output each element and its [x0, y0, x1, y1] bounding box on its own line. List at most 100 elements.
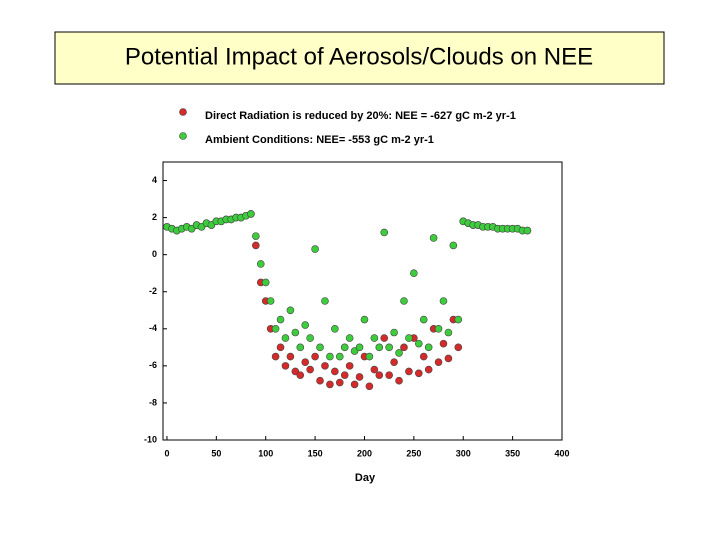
point — [276, 343, 285, 352]
point — [405, 367, 413, 376]
point — [370, 334, 379, 342]
point — [390, 358, 398, 366]
x-tick-label: 350 — [505, 448, 520, 458]
point — [271, 352, 280, 361]
point — [247, 210, 255, 218]
point — [271, 324, 280, 333]
point — [385, 371, 393, 379]
point — [286, 352, 295, 361]
point — [375, 343, 384, 352]
x-tick-label: 100 — [258, 448, 273, 458]
x-tick-label: 200 — [357, 448, 372, 458]
x-tick-label: 150 — [308, 448, 323, 458]
slide-title: Potential Impact of Aerosols/Clouds on N… — [125, 43, 593, 70]
point — [454, 343, 463, 352]
point — [449, 241, 458, 250]
point — [326, 352, 334, 361]
point — [301, 358, 310, 366]
point — [286, 306, 295, 315]
point — [434, 358, 443, 366]
point — [316, 376, 324, 385]
point — [434, 324, 443, 333]
point — [311, 352, 319, 361]
y-tick-label: -10 — [144, 434, 157, 444]
y-tick-label: -6 — [149, 360, 157, 370]
point — [252, 232, 260, 240]
point — [375, 371, 384, 379]
point — [395, 349, 403, 357]
point — [395, 376, 403, 385]
point — [256, 260, 265, 268]
point — [429, 234, 438, 242]
point — [400, 297, 408, 305]
point — [370, 365, 379, 374]
point — [385, 343, 393, 352]
x-axis-label: Day — [355, 472, 376, 484]
point — [281, 362, 290, 370]
y-tick-label: -8 — [149, 397, 157, 407]
point — [390, 328, 398, 337]
x-tick-label: 300 — [456, 448, 471, 458]
legend-label: Ambient Conditions: NEE= -553 gC m-2 yr-… — [205, 134, 434, 146]
point — [439, 297, 448, 305]
point — [335, 378, 344, 387]
point — [365, 352, 374, 361]
point — [331, 367, 339, 376]
point — [301, 321, 310, 329]
point — [340, 343, 349, 352]
y-tick-label: 2 — [152, 212, 157, 222]
y-tick-label: -4 — [149, 323, 157, 333]
point — [424, 365, 433, 374]
title-box — [54, 31, 665, 85]
point — [296, 343, 305, 352]
point — [350, 380, 359, 389]
point — [424, 343, 433, 352]
point — [261, 278, 270, 287]
point — [360, 315, 369, 324]
point — [316, 343, 324, 352]
point — [400, 343, 408, 352]
point — [419, 352, 428, 361]
legend-marker — [179, 132, 187, 140]
legend-marker — [179, 108, 187, 116]
point — [321, 297, 329, 305]
point — [523, 226, 532, 235]
y-tick-label: 4 — [152, 175, 157, 185]
point — [311, 245, 319, 253]
point — [281, 334, 290, 342]
point — [454, 315, 463, 324]
point — [355, 373, 364, 381]
point — [345, 334, 354, 342]
point — [335, 352, 344, 361]
y-tick-label: 0 — [152, 249, 157, 259]
point — [321, 362, 329, 370]
point — [439, 339, 448, 348]
point — [276, 315, 285, 324]
point — [331, 324, 339, 333]
point — [419, 315, 428, 324]
point — [306, 365, 314, 374]
point — [410, 269, 418, 278]
point — [266, 297, 275, 305]
point — [340, 371, 349, 379]
point — [296, 371, 305, 379]
point — [252, 241, 260, 250]
legend-label: Direct Radiation is reduced by 20%: NEE … — [205, 110, 516, 122]
point — [414, 369, 423, 378]
y-tick-label: -2 — [149, 286, 157, 296]
point — [380, 228, 389, 237]
x-tick-label: 400 — [554, 448, 569, 458]
point — [444, 328, 453, 337]
point — [405, 334, 413, 342]
point — [355, 343, 364, 352]
plot-frame — [162, 161, 563, 441]
x-tick-label: 250 — [406, 448, 421, 458]
point — [380, 334, 389, 342]
x-tick-label: 0 — [164, 448, 169, 458]
point — [414, 339, 423, 348]
point — [326, 380, 334, 389]
x-tick-label: 50 — [211, 448, 221, 458]
point — [306, 334, 314, 342]
point — [345, 362, 354, 370]
